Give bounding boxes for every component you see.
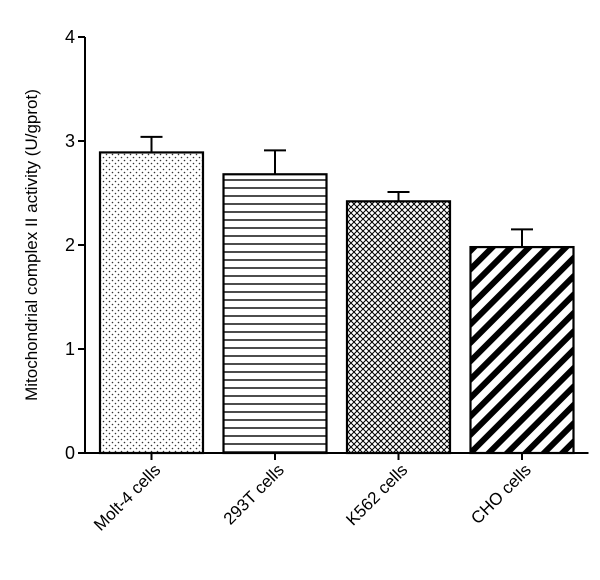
y-axis: 0 1 2 3 4 [65, 27, 86, 463]
plot-area: Molt-4 cells 293T cells K562 cells CHO cell… [85, 135, 589, 535]
y-axis-title: Mitochondrial complex II activity (U/gpr… [22, 89, 41, 401]
y-tick-label: 1 [65, 339, 75, 359]
bar-cho-cells [469, 245, 575, 455]
y-tick-label: 2 [65, 235, 75, 255]
bar-molt-4-cells [98, 151, 205, 455]
x-category-label: K562 cells [342, 460, 411, 529]
x-category-label: Molt-4 cells [90, 460, 164, 534]
bar-k562-cells [345, 200, 452, 455]
y-tick-label: 3 [65, 131, 75, 151]
y-tick-label: 4 [65, 27, 75, 47]
bar-293t-cells [222, 173, 328, 455]
y-tick-label: 0 [65, 443, 75, 463]
x-category-label: 293T cells [220, 460, 288, 528]
x-category-label: CHO cells [467, 460, 535, 528]
